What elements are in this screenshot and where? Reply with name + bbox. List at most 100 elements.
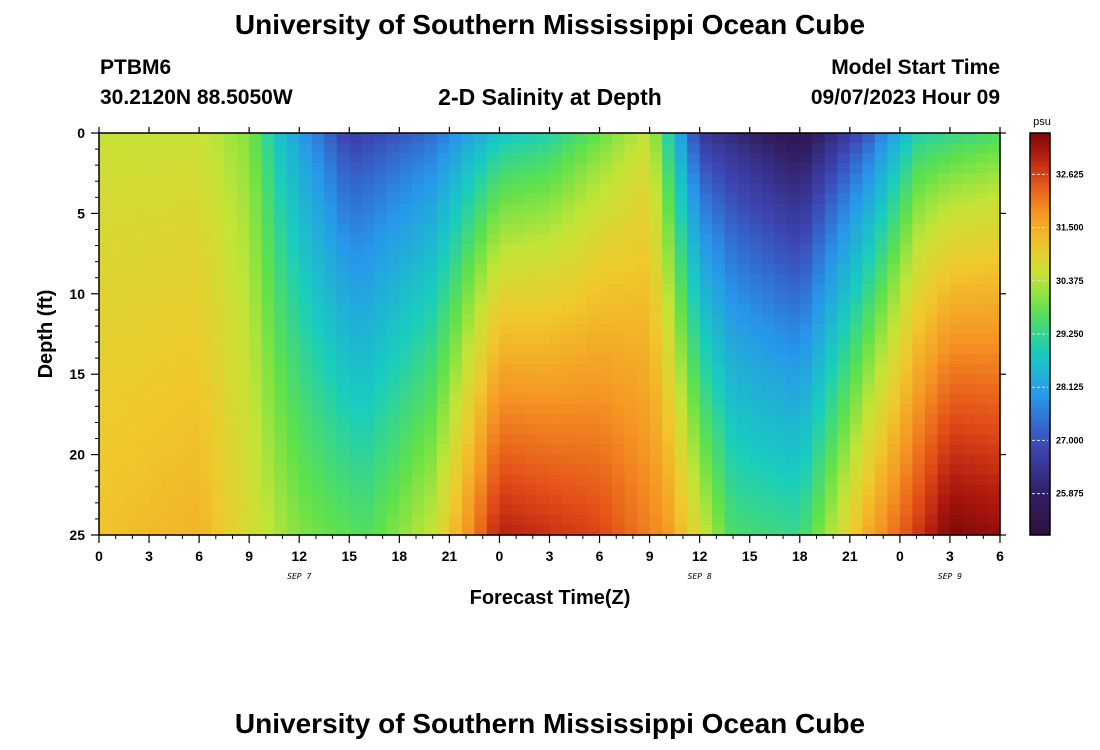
heatmap-cell xyxy=(399,474,413,486)
heatmap-cell xyxy=(549,344,563,355)
heatmap-cell xyxy=(787,354,801,365)
heatmap-cell xyxy=(474,504,488,516)
heatmap-cell xyxy=(837,434,851,446)
heatmap-cell xyxy=(612,374,626,385)
heatmap-cell xyxy=(361,434,375,446)
heatmap-cell xyxy=(474,424,488,436)
heatmap-cell xyxy=(199,243,213,255)
heatmap-cell xyxy=(286,444,300,456)
heatmap-cell xyxy=(874,364,888,375)
heatmap-cell xyxy=(937,323,951,335)
heatmap-cell xyxy=(486,283,501,295)
heatmap-cell xyxy=(399,253,413,265)
heatmap-cell xyxy=(874,273,888,285)
heatmap-cell xyxy=(161,334,175,345)
heatmap-cell xyxy=(149,223,163,235)
heatmap-cell xyxy=(562,504,576,516)
heatmap-cell xyxy=(549,143,563,154)
heatmap-cell xyxy=(124,484,138,496)
heatmap-cell xyxy=(386,193,400,204)
heatmap-cell xyxy=(712,424,726,436)
heatmap-cell xyxy=(199,183,213,194)
heatmap-cell xyxy=(186,303,200,315)
page-title: University of Southern Mississippi Ocean… xyxy=(234,9,866,40)
heatmap-cell xyxy=(724,153,738,164)
heatmap-cell xyxy=(762,193,776,204)
heatmap-cell xyxy=(599,334,613,345)
heatmap-cell xyxy=(737,313,751,325)
heatmap-cell xyxy=(224,354,238,365)
heatmap-cell xyxy=(887,193,901,204)
heatmap-cell xyxy=(874,313,888,325)
heatmap-cell xyxy=(787,414,801,426)
heatmap-cell xyxy=(874,213,888,225)
heatmap-cell xyxy=(562,364,576,375)
heatmap-cell xyxy=(612,384,626,395)
heatmap-cell xyxy=(912,313,926,325)
heatmap-cell xyxy=(236,283,250,295)
heatmap-cell xyxy=(424,524,438,536)
heatmap-cell xyxy=(424,313,438,325)
heatmap-cell xyxy=(174,394,188,405)
heatmap-cell xyxy=(962,223,976,235)
heatmap-cell xyxy=(612,233,626,245)
heatmap-cell xyxy=(724,133,738,144)
heatmap-cell xyxy=(211,374,225,385)
heatmap-cell xyxy=(349,354,363,365)
heatmap-cell xyxy=(912,243,926,255)
heatmap-cell xyxy=(712,223,726,235)
heatmap-cell xyxy=(749,394,763,405)
heatmap-cell xyxy=(374,434,388,446)
heatmap-cell xyxy=(674,364,688,375)
heatmap-cell xyxy=(662,494,676,506)
heatmap-cell xyxy=(849,394,863,405)
heatmap-cell xyxy=(399,414,413,426)
heatmap-cell xyxy=(524,243,538,255)
heatmap-cell xyxy=(812,504,826,516)
x-tick-label: 21 xyxy=(842,548,858,564)
heatmap-cell xyxy=(787,213,801,225)
heatmap-cell xyxy=(787,263,801,275)
heatmap-cell xyxy=(712,153,726,164)
heatmap-cell xyxy=(637,293,651,305)
heatmap-cell xyxy=(199,354,213,365)
heatmap-cell xyxy=(286,163,300,174)
heatmap-cell xyxy=(912,464,926,476)
heatmap-cell xyxy=(549,374,563,385)
heatmap-cell xyxy=(587,494,601,506)
heatmap-cell xyxy=(474,334,488,345)
heatmap-cell xyxy=(912,163,926,174)
heatmap-cell xyxy=(924,253,939,265)
heatmap-cell xyxy=(674,283,688,295)
heatmap-cell xyxy=(812,444,826,456)
colorbar-ticks: 32.62531.50030.37529.25028.12527.00025.8… xyxy=(1032,169,1084,499)
heatmap-cell xyxy=(311,434,325,446)
heatmap-cell xyxy=(949,313,964,325)
heatmap-cell xyxy=(536,364,551,375)
heatmap-cell xyxy=(599,424,613,436)
heatmap-cell xyxy=(261,283,275,295)
heatmap-cell xyxy=(486,253,501,265)
heatmap-cell xyxy=(637,334,651,345)
heatmap-cell xyxy=(486,273,501,285)
heatmap-cell xyxy=(124,454,138,466)
heatmap-cell xyxy=(224,344,238,355)
heatmap-cell xyxy=(962,374,976,385)
heatmap-cell xyxy=(536,223,551,235)
heatmap-cell xyxy=(862,404,876,415)
heatmap-cell xyxy=(562,223,576,235)
heatmap-cell xyxy=(411,273,425,285)
heatmap-cell xyxy=(612,424,626,436)
heatmap-cell xyxy=(349,283,363,295)
heatmap-cell xyxy=(824,203,838,214)
heatmap-cell xyxy=(399,404,413,415)
heatmap-cell xyxy=(161,514,175,526)
heatmap-cell xyxy=(511,313,526,325)
heatmap-cell xyxy=(924,354,939,365)
heatmap-cell xyxy=(436,253,450,265)
heatmap-cell xyxy=(211,303,225,315)
heatmap-cell xyxy=(774,404,788,415)
heatmap-cell xyxy=(211,384,225,395)
heatmap-cell xyxy=(987,504,1001,516)
